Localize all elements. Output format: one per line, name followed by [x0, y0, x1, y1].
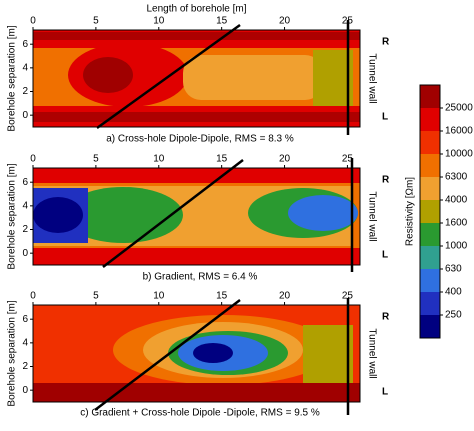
colorbar-tick-label: 1000	[445, 241, 468, 252]
plot-frame	[32, 304, 361, 403]
colorbar-segment	[420, 200, 440, 223]
x-tick-label: 25	[342, 154, 354, 165]
x-tick-label: 0	[30, 16, 36, 27]
x-tick-label: 5	[93, 154, 99, 165]
colorbar-segment	[420, 108, 440, 131]
right-label-bottom: L	[382, 112, 388, 123]
x-tick-label: 20	[279, 154, 291, 165]
x-tick-label: 0	[30, 291, 36, 302]
right-label-top: R	[382, 312, 390, 323]
colorbar-segment	[420, 269, 440, 292]
x-tick-label: 15	[216, 16, 228, 27]
x-tick-label: 25	[342, 291, 354, 302]
colorbar-frame	[419, 84, 441, 339]
contour-field-a	[33, 30, 360, 127]
colorbar-tick-label: 6300	[445, 172, 468, 183]
colorbar-tick-label: 250	[445, 310, 462, 321]
y-axis-label: Borehole separation [m]	[7, 300, 18, 406]
y-tick-label: 6	[22, 39, 28, 50]
y-tick-label: 0	[22, 385, 28, 396]
right-label-bottom: L	[382, 250, 388, 261]
colorbar-label: Resistivity [Ωm]	[405, 177, 416, 246]
colorbar-segment	[420, 315, 440, 338]
x-tick-label: 10	[153, 154, 165, 165]
diagonal-line	[94, 299, 241, 411]
colorbar-segment	[420, 223, 440, 246]
y-axis-label: Borehole separation [m]	[7, 163, 18, 269]
colorbar-tick-label: 1600	[445, 218, 468, 229]
y-tick-label: 2	[22, 224, 28, 235]
colorbar-tick-label: 630	[445, 264, 462, 275]
right-label-top: R	[382, 175, 390, 186]
contour-field-c	[33, 305, 360, 402]
y-tick-label: 2	[22, 86, 28, 97]
y-tick-label: 4	[22, 337, 28, 348]
x-tick-label: 10	[153, 16, 165, 27]
right-label-top: R	[382, 37, 390, 48]
contour-field-b	[33, 168, 360, 265]
y-tick-label: 6	[22, 177, 28, 188]
diagonal-line	[102, 159, 244, 268]
colorbar-segment	[420, 292, 440, 315]
colorbar-segment	[420, 154, 440, 177]
right-label-bottom: L	[382, 387, 388, 398]
x-tick-label: 5	[93, 16, 99, 27]
x-tick-label: 10	[153, 291, 165, 302]
right-axis-label: Tunnel wall	[366, 53, 377, 103]
x-tick-label: 15	[216, 154, 228, 165]
x-tick-label: 20	[279, 291, 291, 302]
caption: a) Cross-hole Dipole-Dipole, RMS = 8.3 %	[106, 134, 294, 145]
x-tick-label: 20	[279, 16, 291, 27]
y-tick-label: 4	[22, 62, 28, 73]
right-axis-label: Tunnel wall	[366, 328, 377, 378]
x-axis-label: Length of borehole [m]	[146, 4, 246, 15]
colorbar-tick-label: 10000	[445, 149, 473, 160]
plot-frame	[32, 167, 361, 266]
y-tick-label: 0	[22, 110, 28, 121]
y-tick-label: 2	[22, 361, 28, 372]
x-tick-label: 0	[30, 154, 36, 165]
x-tick-label: 5	[93, 291, 99, 302]
colorbar-tick-label: 4000	[445, 195, 468, 206]
caption: c) Gradient + Cross-hole Dipole -Dipole,…	[80, 408, 320, 419]
plot-frame	[32, 29, 361, 128]
y-axis-label: Borehole separation [m]	[7, 25, 18, 131]
y-tick-label: 0	[22, 248, 28, 259]
x-tick-label: 15	[216, 291, 228, 302]
colorbar-segment	[420, 85, 440, 108]
x-tick-label: 25	[342, 16, 354, 27]
colorbar-tick-label: 400	[445, 287, 462, 298]
colorbar-segment	[420, 177, 440, 200]
colorbar-tick-label: 16000	[445, 126, 473, 137]
y-tick-label: 4	[22, 200, 28, 211]
colorbar-segment	[420, 131, 440, 154]
colorbar-segment	[420, 246, 440, 269]
y-tick-label: 6	[22, 314, 28, 325]
diagonal-line	[96, 23, 241, 130]
right-axis-label: Tunnel wall	[366, 191, 377, 241]
colorbar-tick-label: 25000	[445, 103, 473, 114]
caption: b) Gradient, RMS = 6.4 %	[143, 272, 258, 283]
